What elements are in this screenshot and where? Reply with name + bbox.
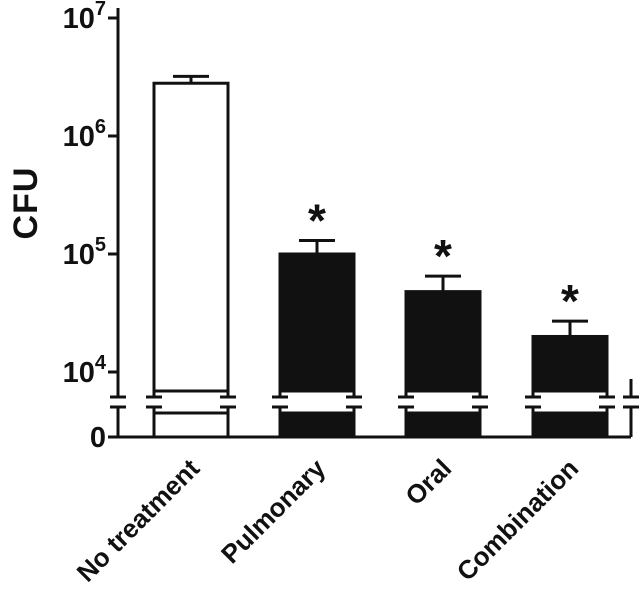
bar-oral — [404, 290, 482, 393]
y-tick-label: 107 — [63, 0, 106, 35]
significance-asterisk: * — [434, 230, 452, 282]
bar-stub-oral — [404, 411, 482, 439]
bar-stub-no-treatment — [152, 411, 230, 439]
x-label-oral: Oral — [399, 453, 457, 511]
bar-group-oral: * — [398, 230, 488, 439]
bar-group-combination: * — [525, 275, 615, 439]
bar-group-pulmonary: * — [272, 195, 362, 439]
y-tick-label: 106 — [63, 116, 106, 153]
bar-pulmonary — [278, 252, 356, 393]
significance-asterisk: * — [561, 275, 579, 327]
bar-stub-combination — [531, 411, 609, 439]
bar-stub-pulmonary — [278, 411, 356, 439]
bar-no-treatment — [152, 81, 230, 393]
x-label-no-treatment: No treatment — [71, 453, 206, 588]
y-axis: 107 106 105 104 0 — [63, 0, 126, 454]
y-tick-label: 0 — [90, 422, 106, 454]
y-tick-label: 104 — [63, 352, 107, 389]
x-label-combination: Combination — [451, 453, 585, 587]
bar-group-no-treatment — [146, 74, 236, 439]
x-label-pulmonary: Pulmonary — [215, 453, 332, 570]
significance-asterisk: * — [308, 195, 326, 247]
bar-combination — [531, 334, 609, 393]
right-axis — [623, 379, 639, 437]
y-axis-title: CFU — [6, 166, 45, 240]
y-tick-label: 105 — [63, 234, 106, 271]
